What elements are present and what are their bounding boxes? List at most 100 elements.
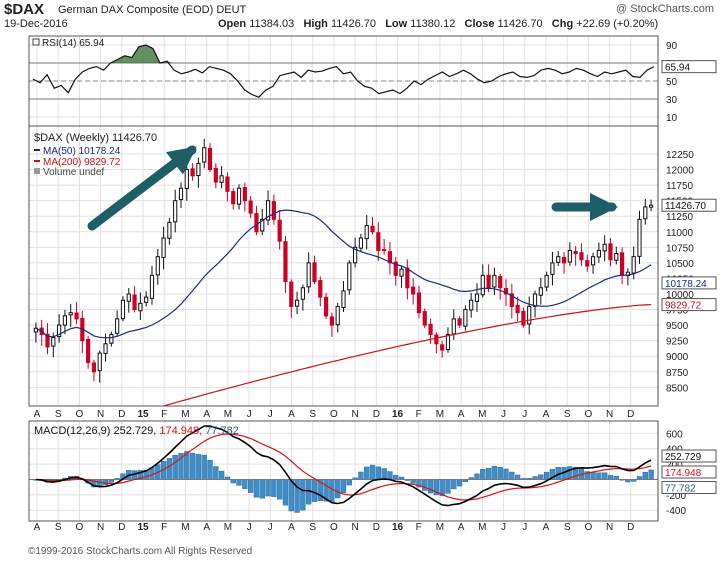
- price-x-label: J: [501, 409, 506, 420]
- price-x-label: 15: [137, 409, 149, 420]
- price-candle: [503, 288, 509, 295]
- rsi-legend-text: RSI(14) 65.94: [42, 38, 105, 49]
- macd-signal-line: [35, 433, 652, 501]
- price-x-label: J: [268, 409, 273, 420]
- signal-last-value: 174.948: [661, 465, 717, 479]
- macd-histogram-bar: [172, 455, 178, 480]
- price-candle: [196, 162, 201, 177]
- rsi-tick-label: 50: [666, 77, 678, 88]
- macd-histogram-bar: [259, 479, 265, 499]
- macd-x-label: S: [309, 522, 316, 533]
- price-x-label: J: [247, 409, 252, 420]
- macd-histogram-bar: [300, 479, 306, 511]
- price-candle: [277, 219, 282, 242]
- value-tag-box: [661, 480, 717, 494]
- macd-x-label: A: [458, 522, 465, 533]
- price-candle: [521, 311, 526, 326]
- open-label: Open: [218, 18, 247, 30]
- macd-histogram-bar: [335, 479, 341, 499]
- price-x-label: N: [606, 409, 613, 420]
- price-candle: [173, 200, 178, 223]
- price-candle: [637, 218, 642, 257]
- macd-histogram-bar: [456, 479, 463, 487]
- price-candle: [469, 299, 474, 311]
- price-candle: [370, 225, 375, 233]
- price-x-label: D: [627, 409, 634, 420]
- value-tag-text: 252.729: [665, 452, 702, 463]
- value-tag-text: 77.782: [665, 483, 696, 494]
- macd-legend-macd: 252.729,: [113, 425, 159, 437]
- price-candle: [289, 281, 294, 307]
- macd-histogram-bar: [248, 479, 254, 493]
- price-candle: [74, 312, 79, 320]
- price-candle: [416, 292, 422, 314]
- value-tag-box: [661, 198, 717, 212]
- price-candle: [213, 167, 218, 183]
- value-tag-box: [661, 60, 717, 74]
- price-x-label: N: [351, 409, 358, 420]
- macd-histogram-bar: [607, 474, 614, 480]
- macd-histogram-bar: [642, 472, 648, 480]
- annotation-arrow-rising: [87, 145, 197, 231]
- price-candle: [51, 337, 56, 347]
- price-candle: [596, 249, 601, 258]
- price-candle: [231, 191, 236, 205]
- ma50-legend-text: MA(50) 10178.24: [43, 146, 121, 157]
- copyright-notice: ©1999-2016 StockCharts.com All Rights Re…: [28, 546, 253, 557]
- rsi-tick-label: 30: [666, 95, 678, 106]
- price-candle: [451, 318, 456, 335]
- chg-value: +22.69 (+0.20%): [576, 18, 659, 30]
- macd-panel: [29, 425, 658, 513]
- price-candle: [358, 237, 364, 249]
- price-candle: [184, 169, 189, 189]
- macd-x-label: M: [224, 522, 232, 533]
- value-tag-text: 10178.24: [665, 279, 707, 290]
- price-candle: [115, 318, 120, 334]
- value-tag-text: 11426.70: [665, 201, 706, 212]
- price-candle: [283, 241, 288, 283]
- macd-last-value: 252.729: [661, 449, 717, 463]
- macd-x-label: N: [97, 522, 104, 533]
- macd-histogram-bar: [410, 479, 416, 484]
- price-candle: [271, 201, 276, 220]
- price-x-label: M: [478, 409, 486, 420]
- price-candle: [585, 260, 590, 267]
- ma50-last-value: 10178.24: [661, 276, 717, 290]
- price-x-label: A: [34, 409, 41, 420]
- macd-histogram-bar: [358, 471, 364, 480]
- price-candle: [103, 343, 108, 354]
- value-tag-box: [661, 298, 717, 312]
- macd-x-label: A: [34, 522, 41, 533]
- brand-link[interactable]: @ StockCharts.com: [616, 3, 714, 15]
- macd-histogram-bar: [427, 479, 434, 494]
- price-candle: [364, 225, 369, 240]
- volume-legend-text: Volume undef: [43, 167, 104, 178]
- axes: 9070503010122501200011750115001125011000…: [34, 41, 717, 533]
- rsi-line: [32, 44, 655, 98]
- price-candle: [376, 232, 381, 251]
- macd-histogram-bar: [340, 479, 347, 493]
- price-candle: [318, 280, 323, 298]
- price-x-label: S: [564, 409, 571, 420]
- price-candle: [178, 187, 184, 201]
- price-candle: [486, 274, 491, 289]
- price-candle: [643, 206, 648, 220]
- price-candle: [254, 213, 259, 233]
- price-candle: [457, 318, 462, 326]
- price-candle: [422, 311, 427, 326]
- macd-histogram-bar: [236, 479, 242, 486]
- price-candle: [57, 324, 62, 338]
- price-candle: [445, 333, 451, 351]
- macd-histogram-bar: [102, 479, 109, 486]
- price-tick-label: 9000: [666, 352, 689, 363]
- macd-x-label: J: [247, 522, 252, 533]
- volume-legend-swatch: [34, 168, 40, 174]
- ma200-last-value: 9829.72: [661, 298, 717, 312]
- high-value: 11426.70: [330, 18, 377, 30]
- price-candle: [573, 250, 578, 255]
- ma50-line: [35, 209, 652, 339]
- price-tick-label: 11250: [666, 212, 694, 223]
- macd-x-label: A: [543, 522, 550, 533]
- price-x-label: S: [55, 409, 62, 420]
